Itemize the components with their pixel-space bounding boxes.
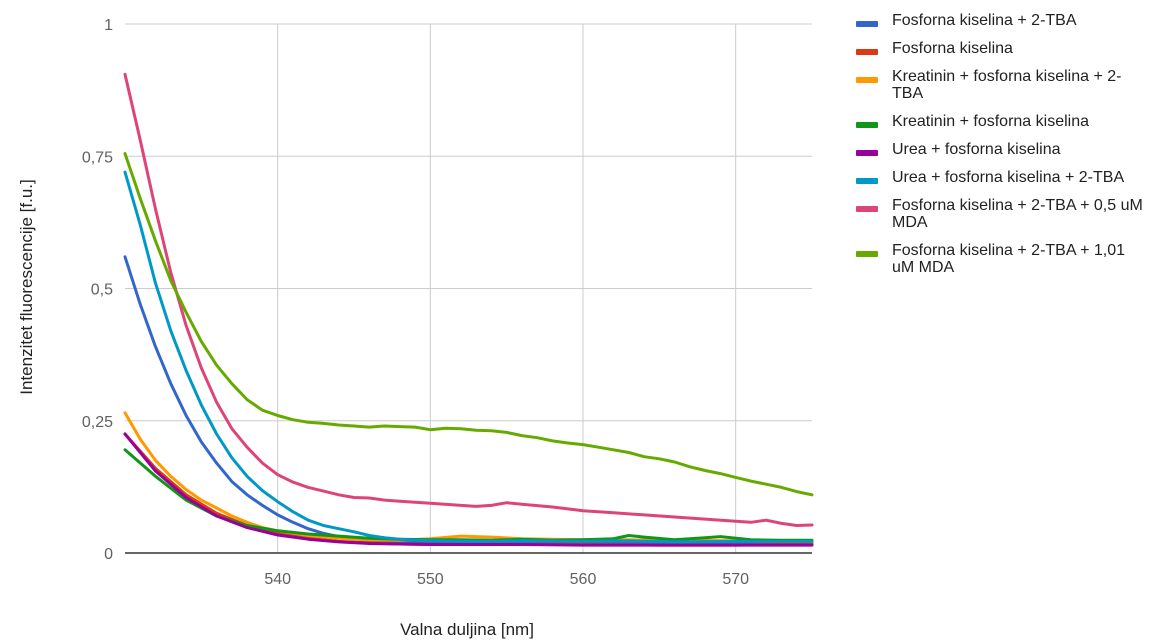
series-line-1 xyxy=(123,255,814,545)
legend-item: Kreatinin + fosforna kiselina xyxy=(856,113,1148,130)
x-tick-label: 550 xyxy=(417,571,444,588)
legend-item: Fosforna kiselina xyxy=(856,40,1148,57)
legend-swatch xyxy=(856,150,878,156)
tick-labels: 0 0,25 0,5 0,75 1 540 550 560 570 xyxy=(82,17,749,588)
series-lines xyxy=(123,72,814,547)
legend-swatch xyxy=(856,178,878,184)
legend-swatch xyxy=(856,77,878,83)
series-line-7 xyxy=(123,72,814,527)
legend-swatch xyxy=(856,206,878,212)
y-tick-label: 0,75 xyxy=(82,149,113,166)
legend-label: Fosforna kiselina + 2-TBA xyxy=(892,12,1077,29)
legend: Fosforna kiselina + 2-TBA Fosforna kiseli… xyxy=(856,12,1148,287)
series-line-5 xyxy=(123,432,814,547)
x-tick-label: 570 xyxy=(722,571,749,588)
y-tick-label: 0,25 xyxy=(82,414,113,431)
series-line-4 xyxy=(123,448,814,542)
y-tick-label: 1 xyxy=(104,17,113,34)
legend-label: Kreatinin + fosforna kiselina xyxy=(892,113,1089,130)
y-tick-label: 0,5 xyxy=(91,282,113,299)
legend-label: Urea + fosforna kiselina xyxy=(892,141,1061,158)
y-tick-label: 0 xyxy=(104,546,113,563)
legend-swatch xyxy=(856,122,878,128)
legend-label: Fosforna kiselina + 2-TBA + 0,5 uM MDA xyxy=(892,197,1143,231)
legend-swatch xyxy=(856,49,878,55)
legend-swatch xyxy=(856,251,878,257)
legend-label: Fosforna kiselina xyxy=(892,40,1013,57)
series-line-6 xyxy=(123,170,814,544)
legend-label: Fosforna kiselina + 2-TBA + 1,01 uM MDA xyxy=(892,242,1126,276)
y-axis-title: Intenzitet fluorescencije [f.u.] xyxy=(17,179,36,394)
legend-item: Kreatinin + fosforna kiselina + 2-TBA xyxy=(856,68,1148,102)
x-tick-label: 540 xyxy=(264,571,291,588)
series-line-8 xyxy=(123,152,814,497)
legend-label: Urea + fosforna kiselina + 2-TBA xyxy=(892,169,1125,186)
legend-item: Urea + fosforna kiselina + 2-TBA xyxy=(856,169,1148,186)
legend-item: Fosforna kiselina + 2-TBA xyxy=(856,12,1148,29)
legend-swatch xyxy=(856,21,878,27)
gridlines xyxy=(125,23,812,553)
x-axis-title: Valna duljina [nm] xyxy=(400,620,534,639)
legend-item: Urea + fosforna kiselina xyxy=(856,141,1148,158)
legend-item: Fosforna kiselina + 2-TBA + 1,01 uM MDA xyxy=(856,242,1148,276)
legend-item: Fosforna kiselina + 2-TBA + 0,5 uM MDA xyxy=(856,197,1148,231)
legend-label: Kreatinin + fosforna kiselina + 2-TBA xyxy=(892,68,1122,102)
x-tick-label: 560 xyxy=(570,571,597,588)
